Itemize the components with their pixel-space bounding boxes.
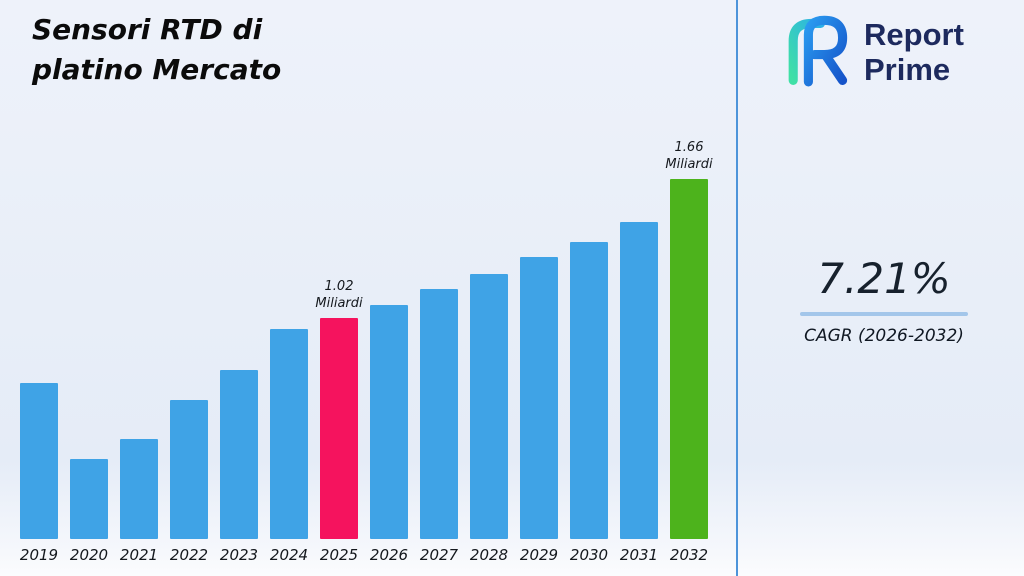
brand-name-line1: Report	[864, 17, 964, 53]
bar-column-2021: 2021	[120, 439, 158, 564]
x-axis-label-2023: 2023	[219, 546, 259, 564]
report-prime-logo-icon	[778, 12, 854, 93]
bar-2019	[20, 383, 58, 539]
bar-2025	[320, 318, 358, 539]
bar-2020	[70, 459, 108, 539]
x-axis-label-2029: 2029	[519, 546, 559, 564]
bar-column-2026: 2026	[370, 305, 408, 564]
bar-2024	[270, 329, 308, 539]
bar-2026	[370, 305, 408, 539]
bar-value-label-2032: 1.66 Miliardi	[665, 139, 713, 173]
bar-2029	[520, 257, 558, 539]
x-axis-label-2021: 2021	[119, 546, 159, 564]
bar-2023	[220, 370, 258, 539]
x-axis-label-2019: 2019	[19, 546, 59, 564]
brand-logo: Report Prime	[778, 12, 964, 93]
cagr-block: 7.21% CAGR (2026-2032)	[798, 254, 970, 346]
page-title: Sensori RTD di platino Mercato	[32, 10, 281, 90]
x-axis-label-2030: 2030	[569, 546, 609, 564]
bar-column-2030: 2030	[570, 242, 608, 564]
x-axis-label-2026: 2026	[369, 546, 409, 564]
vertical-divider	[736, 0, 738, 576]
bar-value-label-2025: 1.02 Miliardi	[315, 278, 363, 312]
x-axis-label-2031: 2031	[619, 546, 659, 564]
bar-column-2020: 2020	[70, 459, 108, 564]
bar-2022	[170, 400, 208, 539]
bar-column-2032: 1.66 Miliardi 2032	[665, 139, 712, 564]
bar-column-2024: 2024	[270, 329, 308, 564]
brand-name: Report Prime	[864, 18, 964, 86]
bar-column-2031: 2031	[620, 222, 658, 564]
page-title-line1: Sensori RTD di	[32, 13, 263, 46]
x-axis-label-2025: 2025	[319, 546, 359, 564]
x-axis-label-2024: 2024	[269, 546, 309, 564]
page-title-line2: platino Mercato	[32, 52, 282, 86]
bar-2032	[670, 179, 708, 539]
bar-column-2023: 2023	[220, 370, 258, 564]
bar-2021	[120, 439, 158, 539]
x-axis-label-2032: 2032	[669, 546, 709, 564]
bar-column-2029: 2029	[520, 257, 558, 564]
bar-column-2027: 2027	[420, 289, 458, 564]
bar-column-2028: 2028	[470, 274, 508, 564]
bar-2027	[420, 289, 458, 539]
x-axis-label-2022: 2022	[169, 546, 209, 564]
bar-2030	[570, 242, 608, 539]
bar-column-2022: 2022	[170, 400, 208, 564]
cagr-label: CAGR (2026-2032)	[804, 326, 964, 346]
bar-2028	[470, 274, 508, 539]
cagr-value: 7.21%	[817, 254, 951, 303]
bar-column-2019: 2019	[20, 383, 58, 564]
bar-2031	[620, 222, 658, 539]
brand-name-line2: Prime	[864, 51, 951, 87]
x-axis-label-2020: 2020	[69, 546, 109, 564]
x-axis-label-2027: 2027	[419, 546, 459, 564]
cagr-underline	[800, 312, 968, 316]
x-axis-label-2028: 2028	[469, 546, 509, 564]
bar-chart: 2019 2020 2021 2022 2023 2024 1.02 Miliardi 202…	[20, 139, 713, 564]
bar-column-2025: 1.02 Miliardi 2025	[315, 278, 362, 564]
